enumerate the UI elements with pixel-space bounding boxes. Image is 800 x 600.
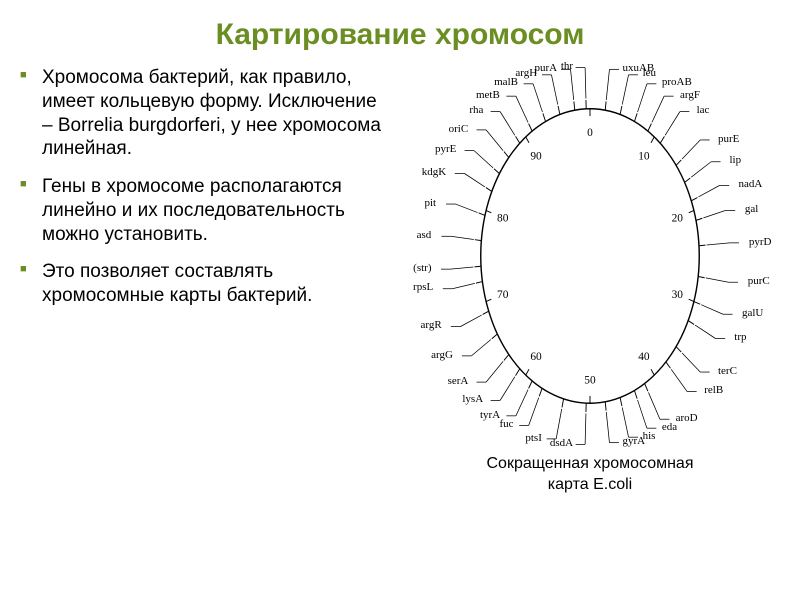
gene-label: (str) <box>413 262 431 274</box>
gene-label: pyrD <box>749 236 772 248</box>
gene-label: kdgK <box>422 166 446 178</box>
gene-label: dsdA <box>550 437 573 449</box>
gene-label: tyrA <box>480 409 500 421</box>
svg-text:10: 10 <box>638 151 650 163</box>
svg-text:0: 0 <box>587 127 593 139</box>
svg-text:70: 70 <box>497 289 509 301</box>
svg-text:60: 60 <box>530 351 542 363</box>
gene-label: purC <box>748 275 770 287</box>
gene-label: gal <box>745 203 758 215</box>
chromosome-map: 0102030405060708090 thruxuABleuproABargF… <box>410 66 770 446</box>
gene-label: purA <box>535 62 558 74</box>
svg-text:40: 40 <box>638 351 650 363</box>
gene-label: proAB <box>662 76 692 88</box>
gene-label: thr <box>561 60 573 72</box>
content-row: Хромосома бактерий, как правило, имеет к… <box>0 66 800 496</box>
gene-label: pit <box>425 197 437 209</box>
gene-label: argG <box>431 349 453 361</box>
gene-label: terC <box>718 365 737 377</box>
gene-label: ptsI <box>525 432 542 444</box>
gene-label: metB <box>476 89 500 101</box>
gene-label: leu <box>643 67 656 79</box>
gene-label: lysA <box>462 393 483 405</box>
svg-text:50: 50 <box>584 374 596 386</box>
svg-text:80: 80 <box>497 213 509 225</box>
svg-text:90: 90 <box>530 151 542 163</box>
bullet-item: Хромосома бактерий, как правило, имеет к… <box>20 66 390 161</box>
gene-label: lip <box>729 154 741 166</box>
diagram-caption: Сокращенная хромосомная карта E.coli <box>400 454 780 496</box>
diagram-column: 0102030405060708090 thruxuABleuproABargF… <box>400 66 780 496</box>
gene-label: eda <box>662 421 677 433</box>
gene-label: argR <box>421 319 442 331</box>
caption-line1: Сокращенная хромосомная <box>487 455 694 472</box>
caption-line2: карта E.coli <box>548 476 632 493</box>
gene-label: purE <box>718 133 739 145</box>
gene-label: malB <box>494 76 518 88</box>
page-title: Картирование хромосом <box>0 0 800 66</box>
gene-label: argF <box>680 89 700 101</box>
gene-label: nadA <box>738 178 762 190</box>
gene-label: lac <box>697 104 710 116</box>
bullet-item: Гены в хромосоме располагаются линейно и… <box>20 175 390 246</box>
gene-label: rha <box>469 104 483 116</box>
gene-label: asd <box>417 229 432 241</box>
gene-label: relB <box>704 384 723 396</box>
gene-label: galU <box>742 307 763 319</box>
svg-text:20: 20 <box>672 213 684 225</box>
gene-label: fuc <box>499 418 513 430</box>
bullet-list: Хромосома бактерий, как правило, имеет к… <box>20 66 390 308</box>
gene-label: gyrA <box>622 435 645 447</box>
gene-label: trp <box>734 331 746 343</box>
gene-label: serA <box>448 375 469 387</box>
text-column: Хромосома бактерий, как правило, имеет к… <box>20 66 400 496</box>
svg-text:30: 30 <box>672 289 684 301</box>
gene-label: rpsL <box>413 281 433 293</box>
gene-label: oriC <box>449 123 469 135</box>
gene-label: aroD <box>676 412 698 424</box>
gene-label: pyrE <box>435 143 456 155</box>
bullet-item: Это позволяет составлять хромосомные кар… <box>20 260 390 308</box>
